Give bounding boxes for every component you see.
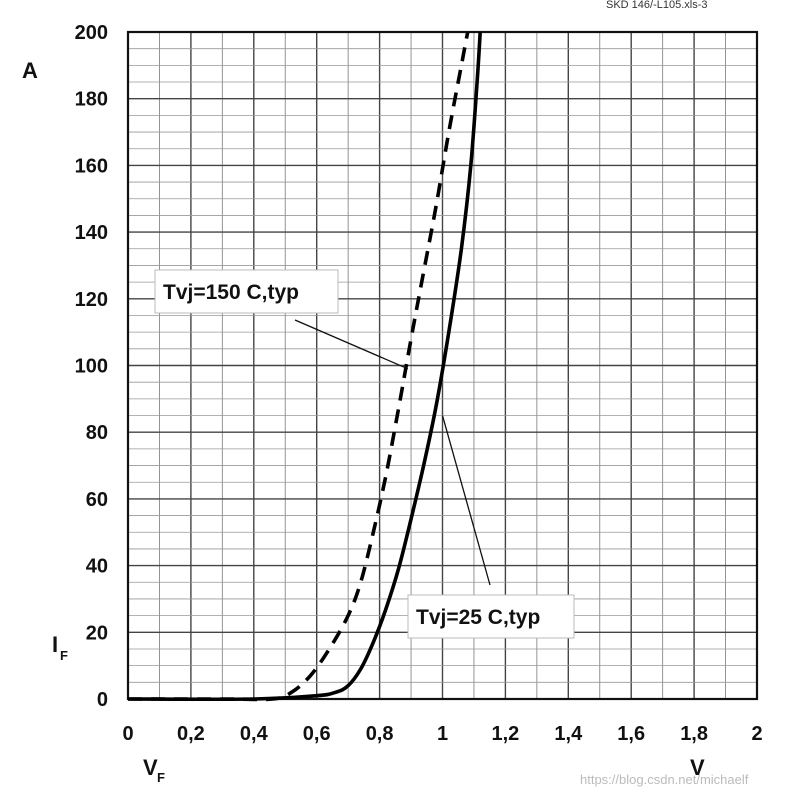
y-tick-label: 200	[75, 22, 108, 44]
y-tick-label: 140	[75, 222, 108, 244]
y-tick-label: 80	[86, 422, 108, 444]
x-axis-title-sub: F	[157, 770, 165, 785]
series-line-tvj-25	[127, 31, 482, 702]
x-axis-title-main: V	[143, 755, 158, 780]
x-tick-label: 1,2	[491, 723, 519, 745]
y-tick-label: 120	[75, 289, 108, 311]
annotations: Tvj=150 C,typ Tvj=25 C,typ	[154, 269, 575, 639]
y-tick-label: 0	[97, 689, 108, 711]
header-code: SKD 146/-L105.xls-3	[606, 0, 708, 11]
y-unit-label: A	[22, 58, 38, 83]
y-tick-label: 20	[86, 622, 108, 644]
annotation-leader-line	[294, 319, 409, 370]
y-tick-label: 40	[86, 556, 108, 578]
series-line-tvj-150	[128, 31, 470, 702]
x-tick-label: 0	[122, 723, 133, 745]
y-tick-label: 60	[86, 489, 108, 511]
x-unit-label: V	[690, 755, 705, 780]
annotation-box	[154, 269, 339, 314]
x-tick-label: 1,4	[554, 723, 583, 745]
x-tick-label: 1	[437, 723, 448, 745]
x-tick-label: 0,8	[366, 723, 394, 745]
y-tick-label: 180	[75, 89, 108, 111]
plot-frame	[126, 30, 759, 701]
annotation-leader-line	[441, 415, 491, 586]
annotation-label: Tvj=150 C,typ	[163, 281, 299, 304]
x-tick-label: 2	[751, 723, 762, 745]
y-tick-labels: 0 20 40 60 80 100 120 140 160 180 200	[75, 22, 108, 711]
x-tick-label: 0,4	[240, 723, 269, 745]
y-axis-title: I F	[52, 632, 68, 663]
y-tick-label: 160	[75, 155, 108, 177]
x-tick-labels: 0 0,2 0,4 0,6 0,8 1 1,2 1,4 1,6 1,8 2	[122, 723, 762, 745]
grid	[128, 32, 757, 699]
annotation-box	[407, 594, 575, 639]
x-axis-title: V F	[143, 755, 165, 785]
series-layer	[127, 31, 482, 702]
x-tick-label: 1,8	[680, 723, 708, 745]
y-tick-label: 100	[75, 356, 108, 378]
y-axis-title-main: I	[52, 632, 58, 657]
annotation-label: Tvj=25 C,typ	[416, 606, 540, 629]
y-axis-title-sub: F	[60, 648, 68, 663]
watermark: https://blog.csdn.net/michaelf	[580, 772, 749, 787]
x-tick-label: 0,6	[303, 723, 331, 745]
x-tick-label: 0,2	[177, 723, 205, 745]
x-tick-label: 1,6	[617, 723, 645, 745]
